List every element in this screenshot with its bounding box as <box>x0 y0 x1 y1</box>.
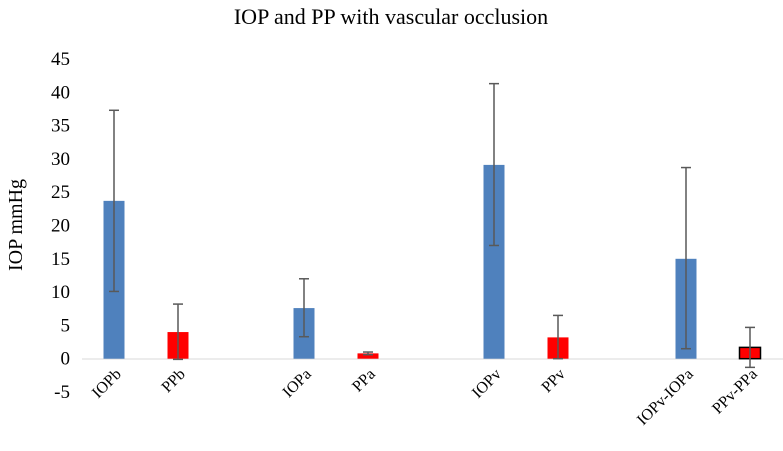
bar-ppa <box>357 353 379 359</box>
y-tick-label: 20 <box>51 216 70 237</box>
category-label: PPv-PPa <box>709 366 761 418</box>
bars <box>103 82 762 369</box>
y-tick-labels: -5 0 5 10 15 20 25 30 35 40 45 <box>51 49 70 403</box>
y-tick-label: 25 <box>51 182 70 203</box>
category-label: PPv <box>539 366 569 396</box>
y-tick-label: 40 <box>51 82 70 103</box>
y-tick-label: 30 <box>51 149 70 170</box>
category-label: PPa <box>349 366 379 396</box>
category-labels: IOPb PPb IOPa PPa IOPv PPv IOPv-IOPa PPv-PPa <box>89 366 761 429</box>
bar-iopv <box>483 164 505 359</box>
category-label: IOPb <box>89 366 125 402</box>
category-label: IOPv-IOPa <box>634 366 697 429</box>
y-tick-label: 45 <box>51 49 70 70</box>
y-tick-label: 0 <box>61 349 71 370</box>
y-tick-label: 15 <box>51 249 70 270</box>
y-tick-label: 35 <box>51 116 70 137</box>
category-label: PPb <box>159 366 189 396</box>
y-tick-label: 5 <box>61 315 71 336</box>
y-tick-label: 10 <box>51 282 70 303</box>
category-label: IOPv <box>469 366 505 402</box>
y-axis-label: IOP mmHg <box>5 179 27 271</box>
y-tick-label: -5 <box>54 382 70 403</box>
category-label: IOPa <box>280 366 315 401</box>
chart-title: IOP and PP with vascular occlusion <box>234 4 548 29</box>
